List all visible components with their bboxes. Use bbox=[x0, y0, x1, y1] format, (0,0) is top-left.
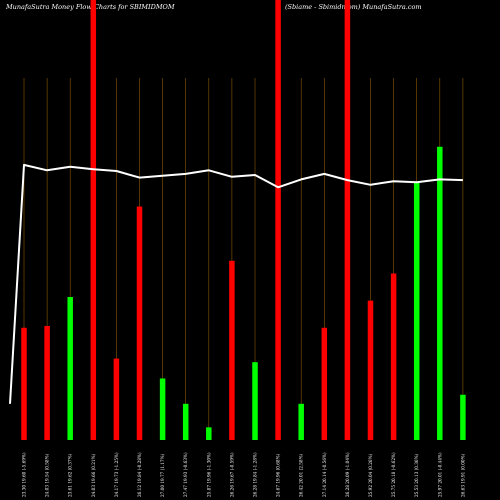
money-flow-bar bbox=[136, 206, 143, 440]
money-flow-bar bbox=[206, 427, 212, 440]
x-tick-label: 24.17 19.73 (-1.25%) bbox=[114, 452, 119, 497]
x-tick-label: 26.63 19.91 (0.00%) bbox=[460, 453, 465, 497]
money-flow-line bbox=[9, 163, 463, 404]
x-tick-label: 23.30 19.60 (-5.69%) bbox=[22, 452, 27, 497]
money-flow-bar bbox=[275, 0, 281, 440]
money-flow-bar bbox=[21, 327, 27, 440]
x-tick-label: 27.14 20.14 (-0.56%) bbox=[322, 452, 327, 497]
x-tick-label: 26.28 19.84 (-1.28%) bbox=[253, 452, 258, 497]
x-tick-label: 26.26 19.67 (-0.59%) bbox=[229, 452, 234, 497]
x-tick-label: 25.97 20.01 (-0.44%) bbox=[437, 452, 442, 497]
money-flow-bar bbox=[390, 273, 397, 440]
x-tick-label: 25.87 19.96 (-1.30%) bbox=[206, 452, 211, 497]
x-tick-label: 24.03 19.54 (0.58%) bbox=[45, 453, 50, 497]
x-tick-label: 27.00 19.77 (1.17%) bbox=[160, 453, 165, 497]
money-flow-bar bbox=[298, 403, 304, 440]
bar-series bbox=[21, 0, 466, 441]
money-flow-bar bbox=[460, 394, 466, 440]
money-flow-bar bbox=[182, 403, 189, 440]
money-flow-line-path bbox=[9, 163, 463, 404]
x-tick-label: 24.67 19.96 (0.68%) bbox=[276, 453, 281, 497]
money-flow-bar bbox=[344, 0, 351, 440]
x-tick-label: 23.61 19.62 (0.37%) bbox=[68, 453, 73, 497]
money-flow-bar bbox=[367, 300, 374, 440]
x-tick-label: 26.28 20.09 (-1.04%) bbox=[345, 452, 350, 497]
money-flow-bar bbox=[90, 0, 97, 440]
money-flow-bar bbox=[252, 362, 258, 440]
money-flow-bar bbox=[159, 378, 166, 440]
x-tick-label: 25.92 20.04 (0.26%) bbox=[368, 453, 373, 497]
money-flow-bar bbox=[321, 327, 328, 440]
money-flow-bar bbox=[413, 182, 420, 441]
money-flow-bar bbox=[229, 260, 235, 440]
x-tick-label: 27.47 19.93 (-0.63%) bbox=[183, 452, 188, 497]
x-tick-label: 26.42 20.01 (2.58%) bbox=[299, 453, 304, 497]
x-tick-label: 25.53 20.13 (0.36%) bbox=[414, 453, 419, 497]
money-flow-bar bbox=[44, 325, 50, 440]
x-tick-label: 26.12 19.84 (-0.28%) bbox=[137, 452, 142, 497]
money-flow-bar bbox=[437, 146, 443, 440]
chart-subtitle: (Sbiame - Sbimidmom) MunafaSutra.com bbox=[285, 3, 422, 11]
money-flow-bar bbox=[113, 358, 120, 440]
x-tick-label: 25.75 20.18 (-0.62%) bbox=[391, 452, 396, 497]
chart-title: MunafaSutra Money Flow Charts for SBIMID… bbox=[5, 3, 175, 11]
x-tick-label: 24.03 19.66 (0.21%) bbox=[91, 453, 96, 497]
money-flow-bar bbox=[67, 297, 73, 440]
x-tick-labels: 23.30 19.60 (-5.69%) 24.03 19.54 (0.58%) 2… bbox=[22, 452, 466, 497]
